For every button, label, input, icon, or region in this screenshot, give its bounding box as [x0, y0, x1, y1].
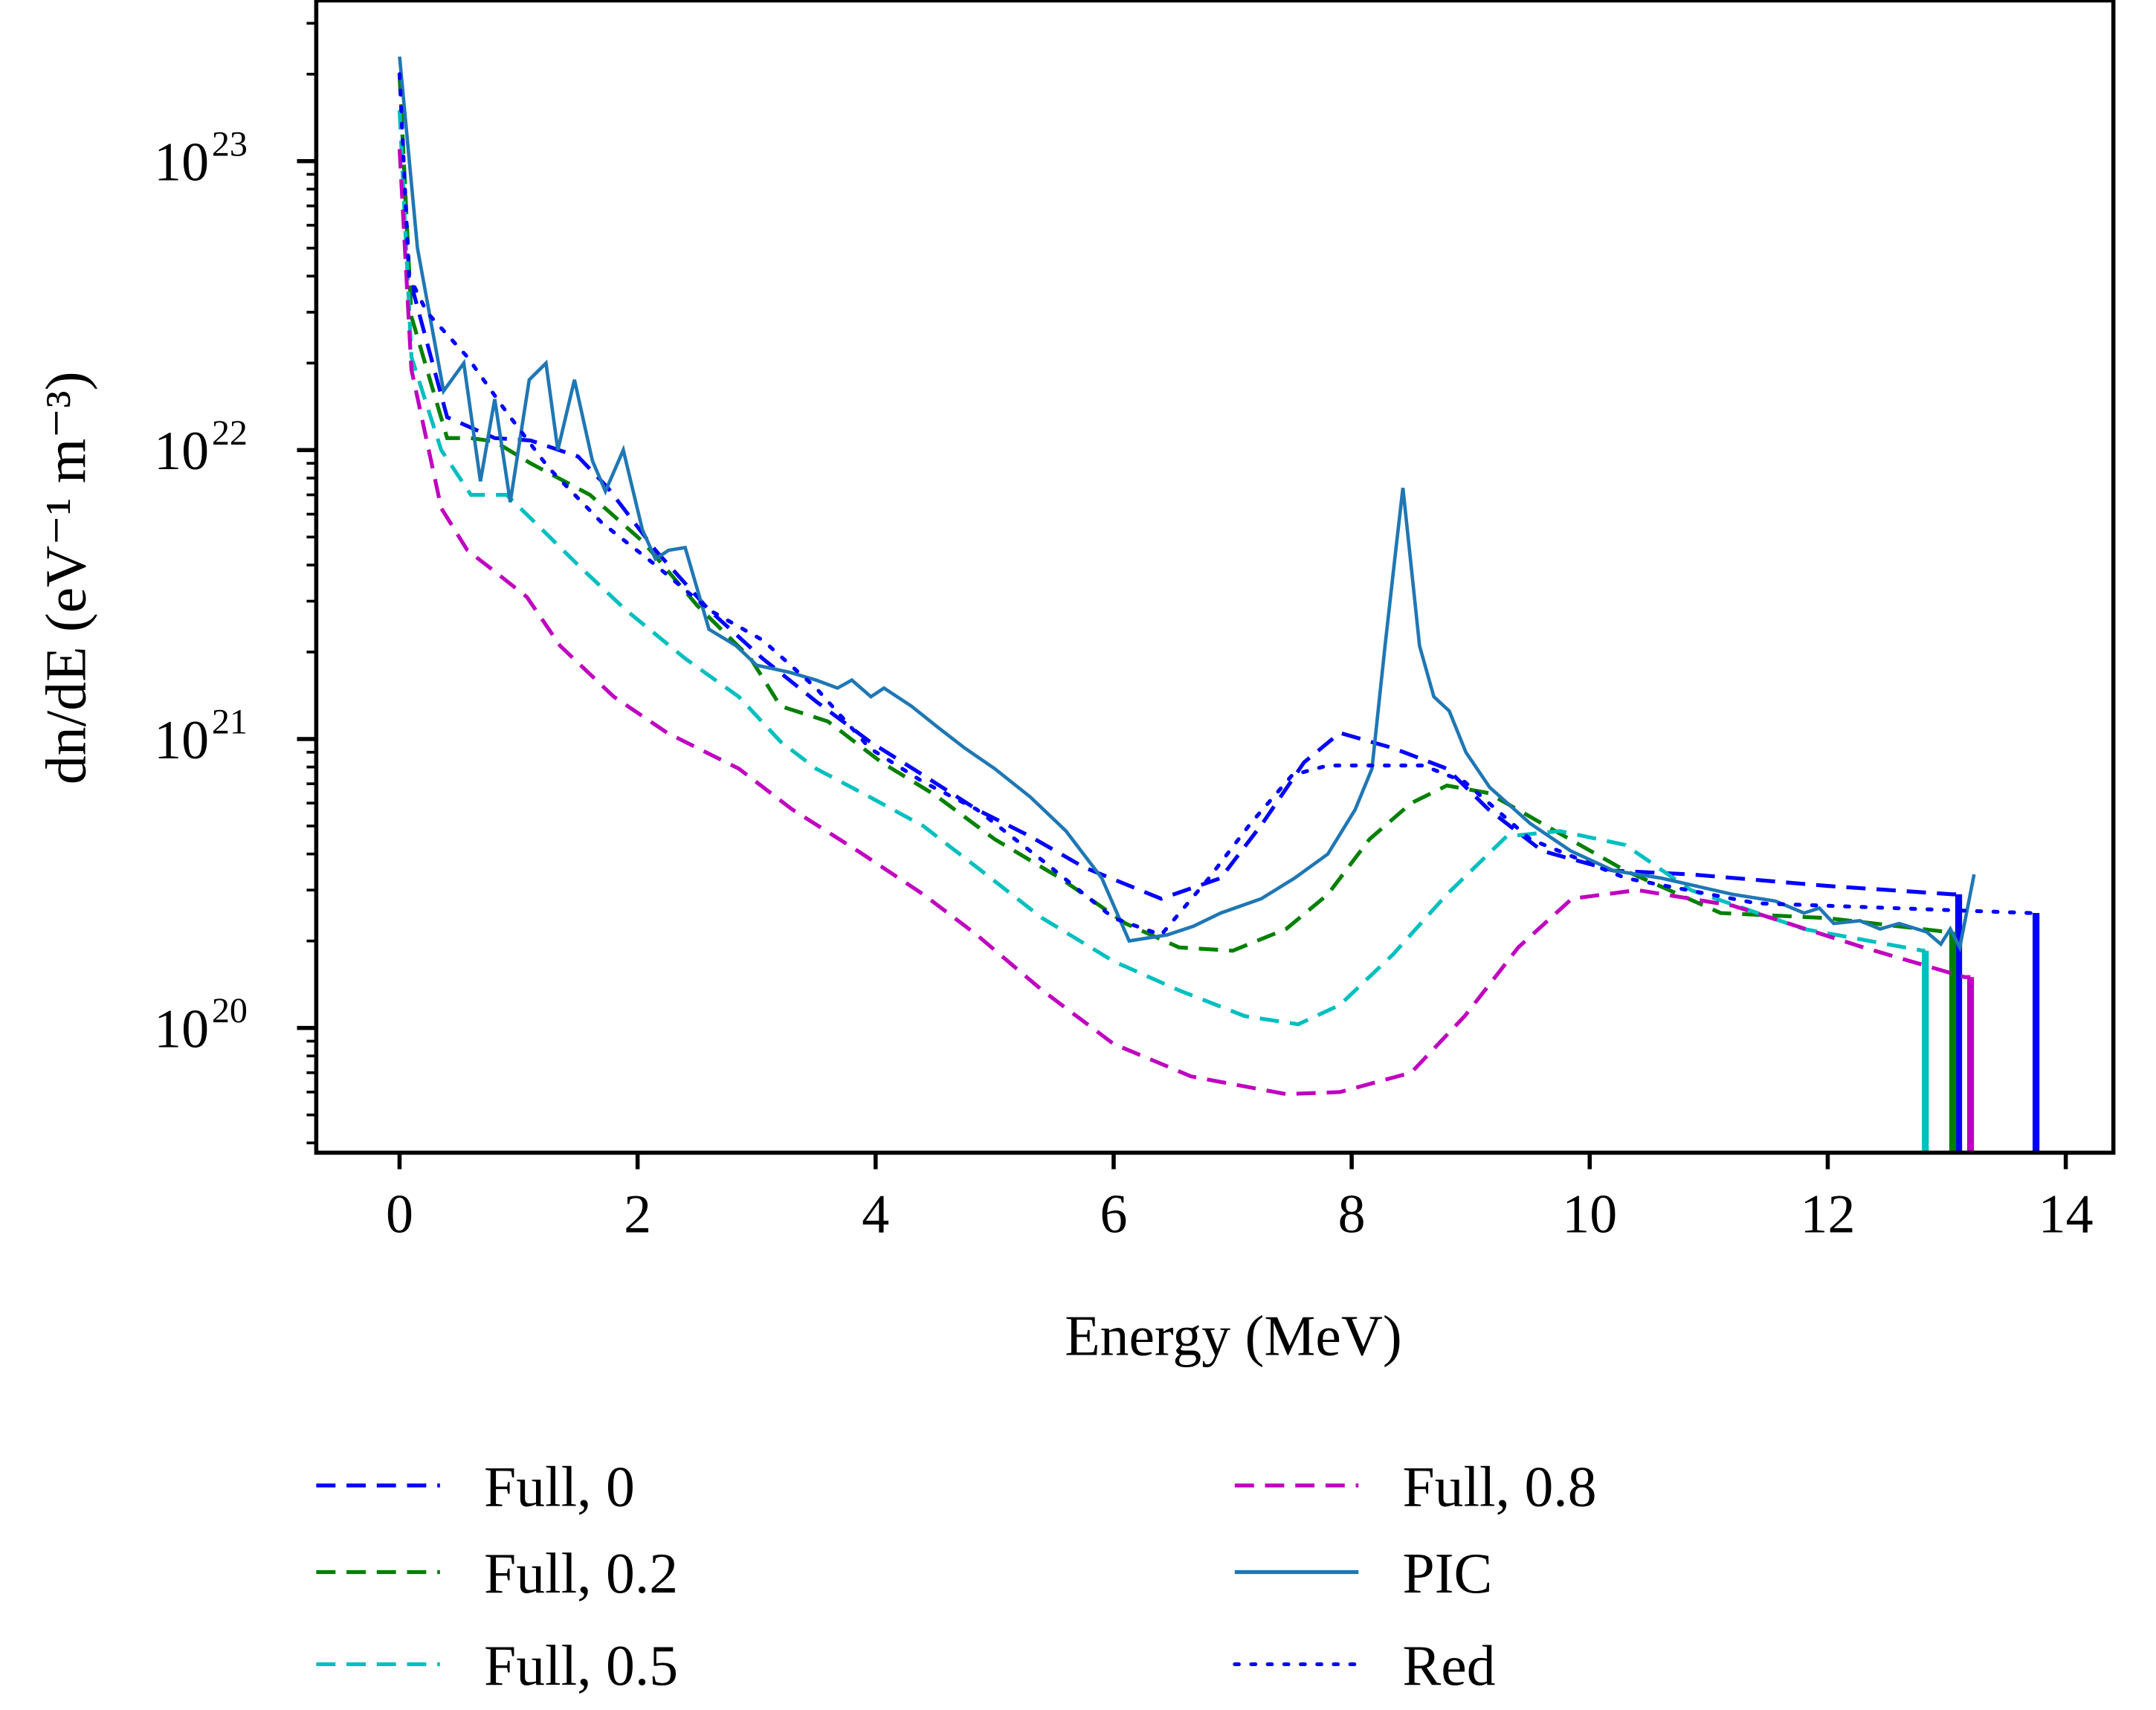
y-tick-label: 10	[154, 132, 209, 193]
plot-frame	[314, 0, 2116, 1155]
legend-item-full-0-5: Full, 0.5	[316, 1633, 678, 1697]
x-tick-label: 10	[1562, 1184, 1617, 1245]
legend-item-full-0: Full, 0	[316, 1455, 635, 1519]
legend-item-full-0-8: Full, 0.8	[1234, 1455, 1597, 1519]
legend-label: PIC	[1402, 1541, 1492, 1605]
legend: Full, 0 Full, 0.2 Full, 0.5 Full, 0.8 PIC Red	[316, 1455, 1597, 1697]
series-line-full-0	[397, 74, 1959, 901]
x-tick-label: 14	[2039, 1184, 2094, 1245]
series-line-red	[397, 72, 2039, 938]
x-tick-label: 0	[386, 1184, 413, 1245]
y-tick-exponent: 21	[212, 703, 248, 742]
y-tick-exponent: 20	[212, 991, 248, 1030]
plot-lines	[397, 56, 2040, 1153]
legend-label: Full, 0.5	[484, 1633, 678, 1697]
series-line-full-0-8	[397, 149, 1971, 1097]
y-tick-exponent: 23	[212, 124, 248, 164]
x-tick-label: 6	[1100, 1184, 1127, 1245]
legend-label: Full, 0.2	[484, 1541, 678, 1605]
y-tick-label: 10	[154, 421, 209, 482]
legend-item-pic: PIC	[1234, 1541, 1492, 1605]
legend-item-full-0-2: Full, 0.2	[316, 1541, 678, 1605]
y-tick-exponent: 22	[212, 413, 248, 453]
x-tick-label: 8	[1338, 1184, 1366, 1245]
legend-label: Red	[1402, 1633, 1495, 1697]
y-tick-label: 10	[154, 710, 209, 771]
y-axis-title: dn/dE (eV⁻¹ m⁻³)	[34, 372, 98, 785]
y-tick-label: 10	[154, 999, 209, 1060]
legend-label: Full, 0	[484, 1455, 635, 1519]
x-tick-label: 12	[1800, 1184, 1855, 1245]
legend-item-red: Red	[1233, 1633, 1496, 1697]
x-axis-title: Energy (MeV)	[1065, 1303, 1402, 1367]
series-line-pic	[398, 56, 1976, 953]
series-line-full-0-2	[397, 74, 1953, 953]
legend-label: Full, 0.8	[1402, 1455, 1596, 1519]
x-tick-label: 2	[624, 1184, 651, 1245]
x-tick-label: 4	[862, 1184, 889, 1245]
